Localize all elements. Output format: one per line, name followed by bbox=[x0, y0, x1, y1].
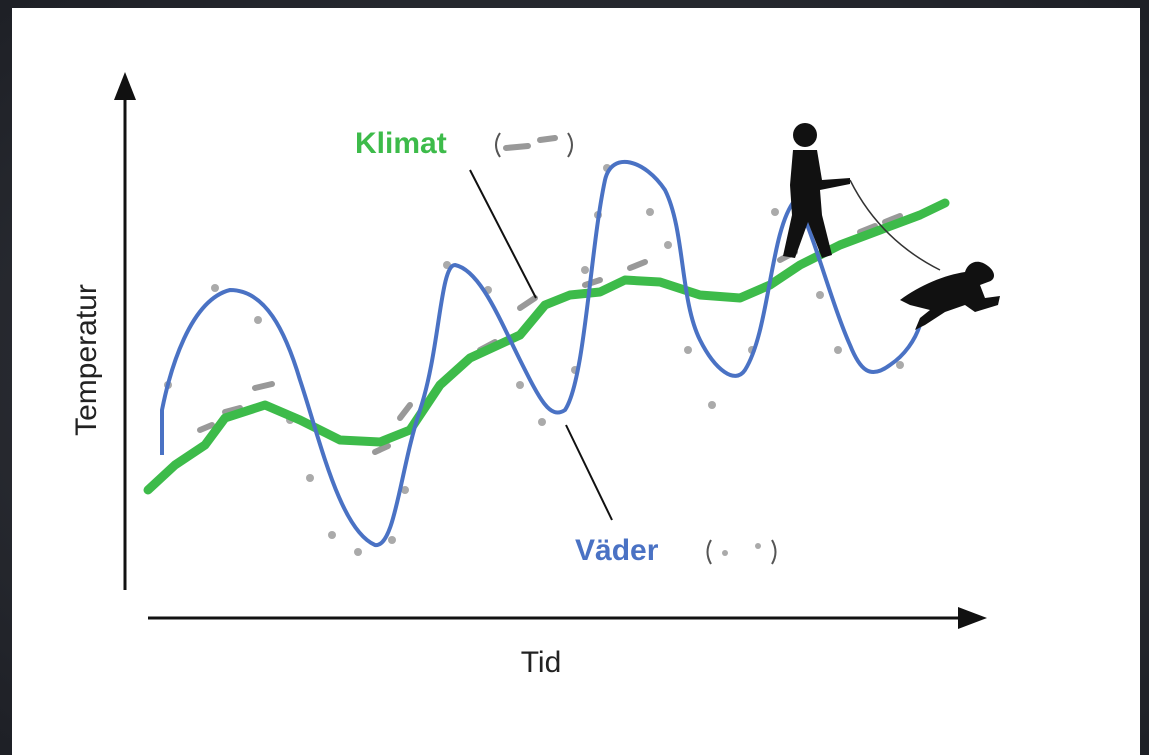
diagram: Temperatur Tid Klimat Väder bbox=[0, 0, 1149, 755]
x-axis-label: Tid bbox=[521, 646, 562, 679]
y-axis-label: Temperatur bbox=[70, 284, 103, 436]
climate-label: Klimat bbox=[355, 127, 447, 160]
page: {"axes": {"y_label": "Temperatur", "x_la… bbox=[0, 0, 1149, 755]
weather-label: Väder bbox=[575, 534, 659, 567]
